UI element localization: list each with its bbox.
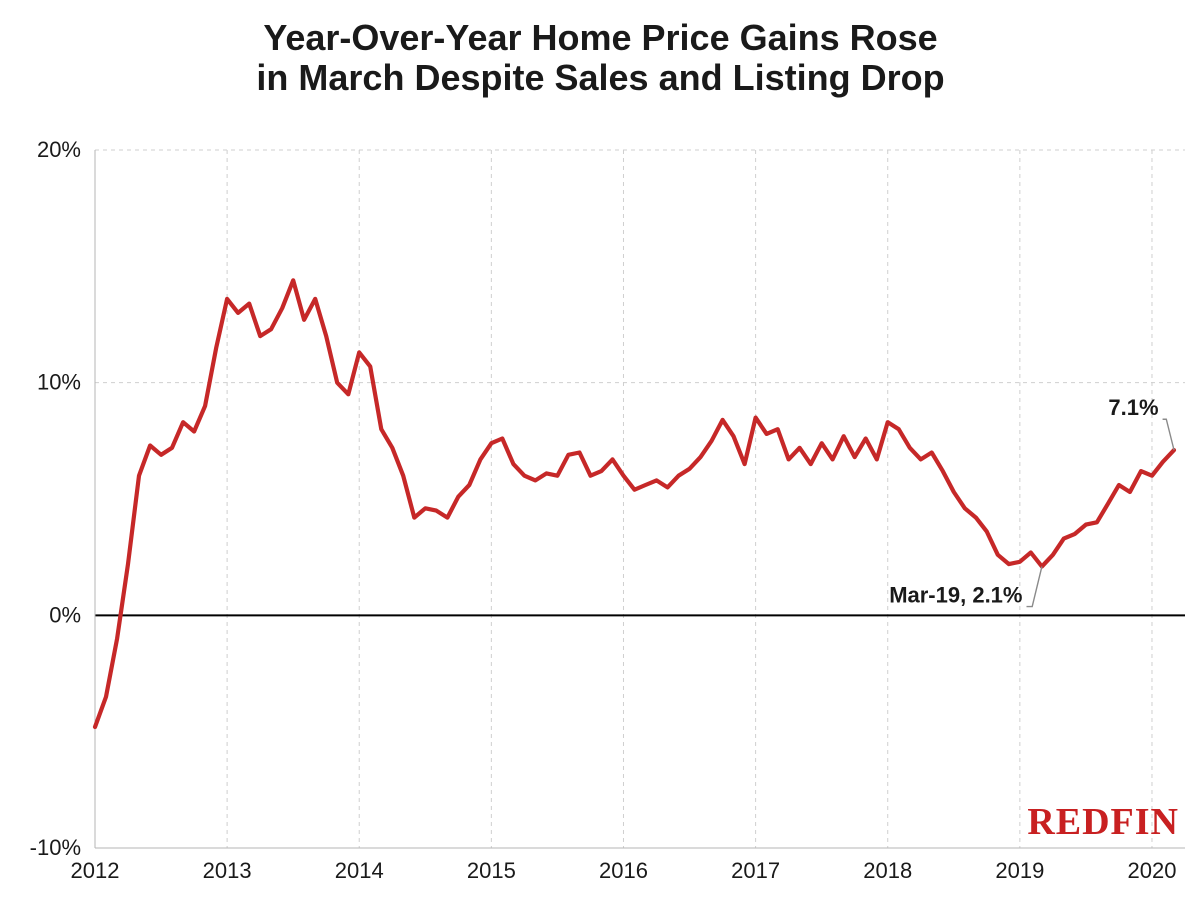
- annotation-mar19-label: Mar-19, 2.1%: [889, 583, 1022, 608]
- annotation-leader: [1163, 419, 1174, 450]
- y-tick-label: 0%: [49, 602, 81, 627]
- chart-title: Year-Over-Year Home Price Gains Rose in …: [0, 18, 1201, 99]
- x-tick-label: 2019: [995, 858, 1044, 883]
- chart-title-line1: Year-Over-Year Home Price Gains Rose: [263, 17, 937, 58]
- x-tick-label: 2018: [863, 858, 912, 883]
- annotation-leader: [1026, 566, 1041, 606]
- chart-title-line2: in March Despite Sales and Listing Drop: [256, 57, 944, 98]
- line-chart: -10% 0% 10% 20% 2012 2013 2014 2015 2016 2017 2018…: [0, 0, 1201, 899]
- annotation-end-label: 7.1%: [1108, 395, 1158, 420]
- redfin-logo: REDFIN: [1027, 801, 1179, 843]
- y-tick-label: 20%: [37, 137, 81, 162]
- x-tick-label: 2017: [731, 858, 780, 883]
- chart-stage: { "title_line1": "Year-Over-Year Home Pr…: [0, 0, 1201, 899]
- price-gain-line: [95, 280, 1174, 727]
- x-tick-label: 2015: [467, 858, 516, 883]
- x-tick-label: 2020: [1127, 858, 1176, 883]
- x-tick-label: 2012: [71, 858, 120, 883]
- x-tick-label: 2014: [335, 858, 384, 883]
- x-tick-label: 2013: [203, 858, 252, 883]
- y-tick-label: 10%: [37, 370, 81, 395]
- x-tick-label: 2016: [599, 858, 648, 883]
- y-tick-label: -10%: [30, 835, 81, 860]
